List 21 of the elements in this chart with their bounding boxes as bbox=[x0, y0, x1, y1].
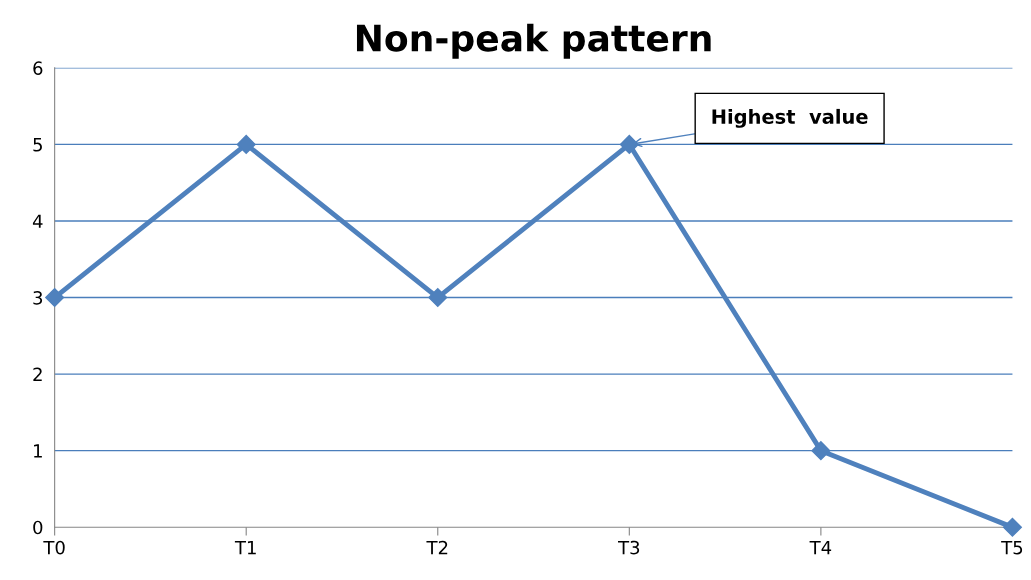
x-tick-label: T3 bbox=[618, 540, 640, 555]
y-tick-label: 0 bbox=[33, 520, 43, 535]
annotation: Highest value bbox=[712, 108, 868, 128]
chart-title: Non-peak pattern bbox=[356, 23, 711, 59]
point bbox=[1002, 517, 1022, 537]
y-tick-label: 2 bbox=[33, 367, 42, 381]
y-tick-label: 3 bbox=[33, 291, 43, 305]
point bbox=[428, 288, 448, 308]
y-tick-label: 1 bbox=[34, 444, 42, 458]
x-tick-label: T2 bbox=[426, 540, 448, 555]
point bbox=[619, 134, 639, 154]
x-tick-label: T0 bbox=[43, 540, 65, 555]
y-tick-label: 4 bbox=[32, 214, 43, 228]
point bbox=[236, 134, 256, 154]
x-tick-label: T4 bbox=[809, 540, 832, 555]
x-tick-label: T5 bbox=[1001, 540, 1023, 555]
x-tick-label: T1 bbox=[234, 540, 256, 555]
point bbox=[811, 441, 831, 461]
y-tick-label: 6 bbox=[33, 61, 43, 75]
point bbox=[45, 288, 65, 308]
y-tick-label: 5 bbox=[33, 138, 42, 152]
